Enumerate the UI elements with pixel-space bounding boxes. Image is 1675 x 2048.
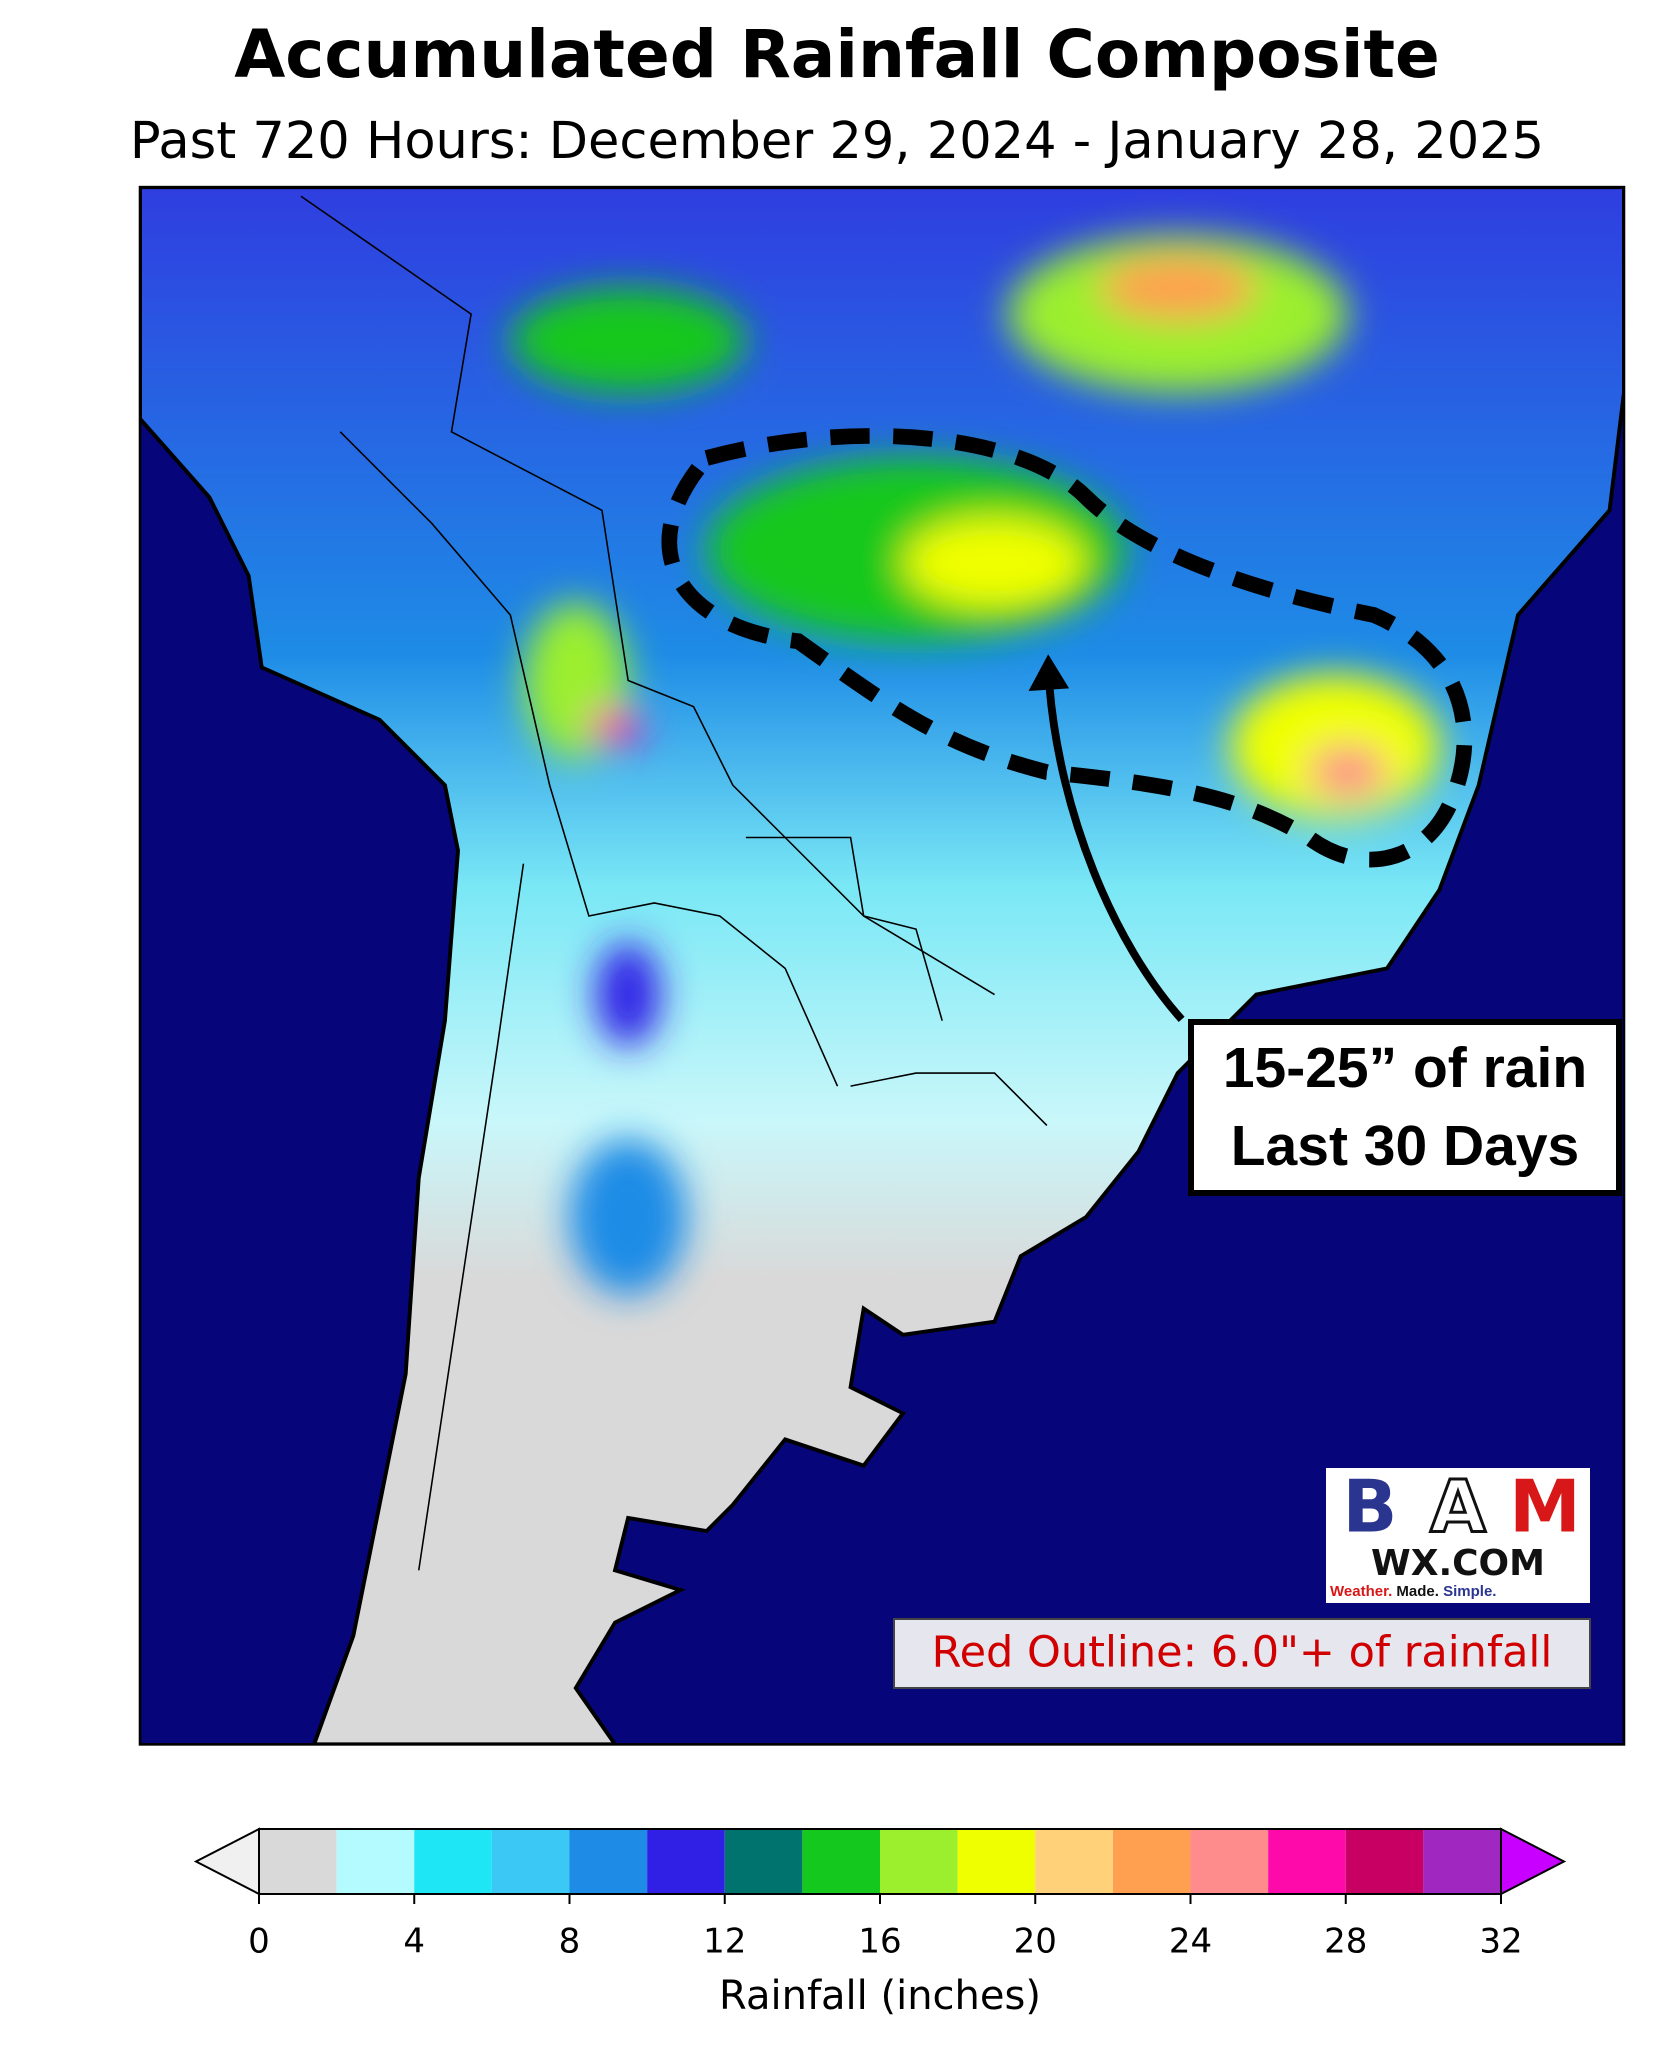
tick-label: 20 — [1014, 1922, 1057, 1962]
logo-letter: M — [1509, 1465, 1581, 1549]
color-swatch — [957, 1829, 1036, 1894]
color-swatch — [569, 1829, 648, 1894]
tick-label: 12 — [703, 1922, 746, 1962]
map — [138, 185, 1626, 1746]
color-swatch — [1423, 1829, 1501, 1894]
tagline-word: Simple. — [1443, 1583, 1496, 1600]
colorbar: 0 4 8 12 16 20 24 28 32 — [193, 1827, 1567, 1962]
color-swatch — [1035, 1829, 1113, 1894]
callout-arrowhead — [1028, 654, 1070, 691]
borders — [300, 195, 1048, 1571]
tick-label: 8 — [559, 1922, 581, 1962]
tagline-word: Made. — [1396, 1583, 1439, 1600]
tick-label: 28 — [1324, 1922, 1367, 1962]
color-swatch — [259, 1829, 337, 1894]
color-swatch — [724, 1829, 803, 1894]
color-swatch — [647, 1829, 725, 1894]
over-arrow — [1500, 1827, 1567, 1896]
legend-note: Red Outline: 6.0"+ of rainfall — [893, 1618, 1591, 1689]
logo-background — [1326, 1468, 1590, 1603]
color-swatch — [1112, 1829, 1191, 1894]
note-text: Red Outline: 6.0"+ of rainfall — [932, 1628, 1553, 1678]
tick-label: 32 — [1479, 1922, 1522, 1962]
color-swatch — [336, 1829, 415, 1894]
callout-arrow — [1045, 686, 1185, 1023]
tick-label: 0 — [248, 1922, 270, 1962]
tick-label: 24 — [1169, 1922, 1212, 1962]
logo-letter: B — [1343, 1465, 1398, 1549]
callout-line: 15-25” of rain — [1223, 1036, 1587, 1100]
colorbar-label: Rainfall (inches) — [719, 1973, 1041, 2019]
callout-line: Last 30 Days — [1231, 1114, 1580, 1178]
map-frame — [138, 185, 1626, 1746]
color-swatch — [1190, 1829, 1269, 1894]
logo-tagline: Weather. Made. Simple. — [1330, 1583, 1496, 1600]
subtitle: Past 720 Hours: December 29, 2024 - Janu… — [130, 112, 1544, 171]
color-swatch — [491, 1829, 570, 1894]
color-swatch — [414, 1829, 492, 1894]
logo: B A M WX.COM Weather. Made. Simple. — [1326, 1463, 1590, 1603]
tick-label: 4 — [403, 1922, 425, 1962]
color-swatch — [802, 1829, 880, 1894]
tagline-word: Weather. — [1330, 1583, 1392, 1600]
under-arrow — [193, 1827, 260, 1896]
callout: 15-25” of rain Last 30 Days — [1188, 1019, 1622, 1196]
logo-letter: A — [1430, 1465, 1486, 1549]
title: Accumulated Rainfall Composite — [234, 16, 1440, 93]
rain-pattern — [510, 235, 1440, 1296]
color-swatch — [1268, 1829, 1346, 1894]
highlight-outline — [661, 428, 1473, 868]
callout-box — [1188, 1019, 1622, 1196]
color-swatch — [880, 1829, 958, 1894]
color-swatch — [1345, 1829, 1424, 1894]
tick-label: 16 — [858, 1922, 901, 1962]
note-box — [893, 1618, 1591, 1689]
logo-domain: WX.COM — [1371, 1543, 1545, 1584]
